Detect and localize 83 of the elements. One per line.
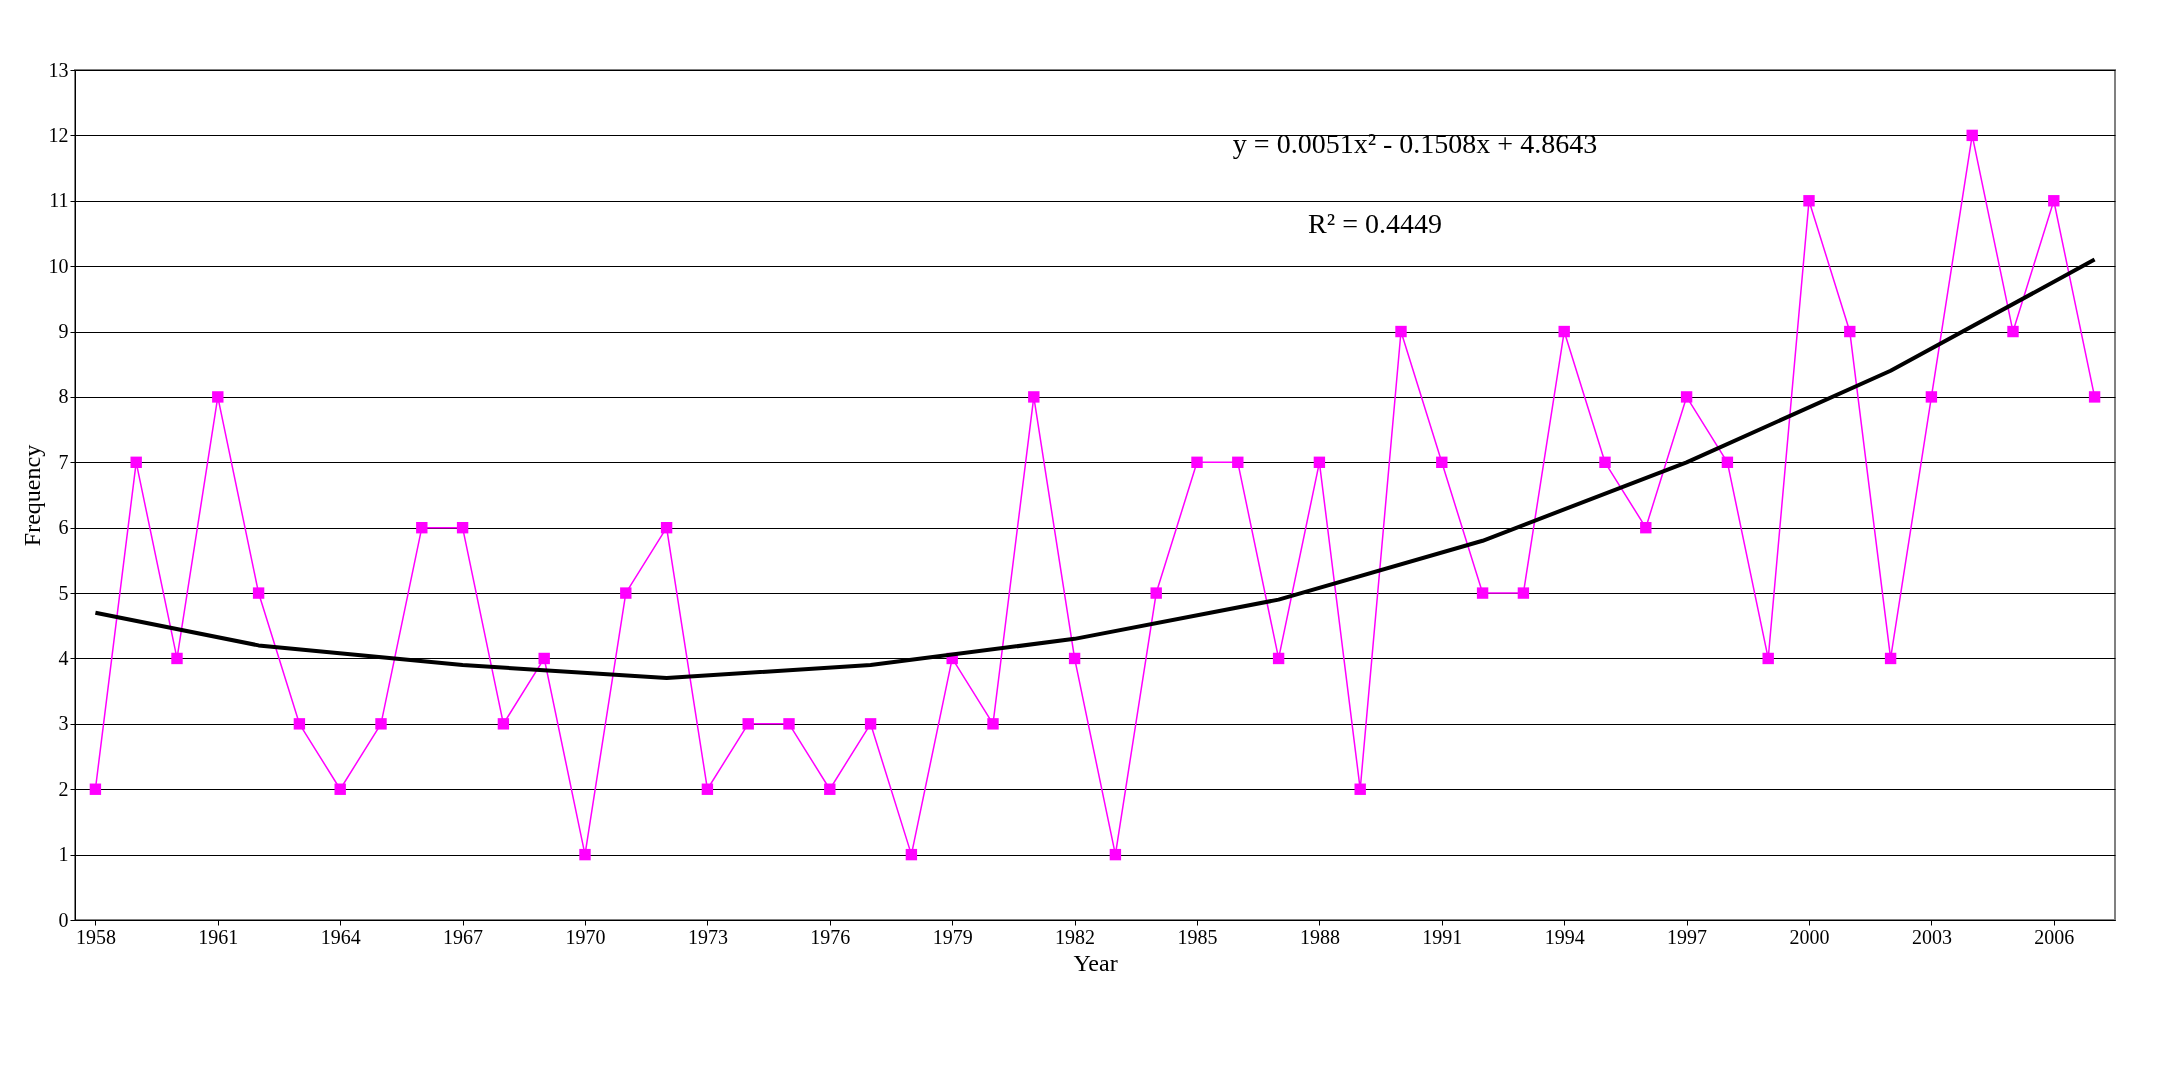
y-tick-label: 2: [58, 777, 69, 800]
point: [538, 652, 550, 665]
point: [824, 783, 836, 795]
x-tick-label: 1985: [1177, 925, 1218, 948]
point: [1150, 587, 1162, 599]
point: [1599, 456, 1611, 469]
y-tick-label: 8: [58, 385, 69, 408]
point: [1272, 652, 1285, 665]
point: [1436, 456, 1448, 469]
point: [456, 521, 469, 534]
x-tick-label: 1994: [1544, 925, 1585, 948]
point: [497, 718, 510, 730]
point: [1884, 652, 1897, 665]
point: [1028, 391, 1040, 403]
x-tick-label: 1976: [810, 925, 851, 948]
point: [89, 783, 102, 795]
x-tick-label: 1982: [1055, 925, 1096, 948]
point: [579, 848, 591, 861]
x-tick-label: 1967: [443, 925, 484, 948]
point: [1109, 848, 1122, 861]
point: [1762, 652, 1774, 665]
y-tick-label: 3: [58, 712, 69, 735]
y-tick-label: 10: [48, 254, 69, 277]
point: [701, 783, 714, 795]
annotation: R² = 0.4449: [1308, 208, 1442, 239]
point: [2007, 325, 2019, 338]
point: [1558, 325, 1570, 338]
point: [1476, 587, 1489, 599]
point: [1232, 456, 1244, 469]
point: [1680, 391, 1693, 403]
point: [783, 718, 795, 730]
point: [1313, 456, 1326, 469]
point: [1721, 456, 1734, 469]
point: [1517, 587, 1530, 599]
point: [660, 521, 673, 534]
point: [1844, 325, 1856, 338]
point: [293, 718, 306, 730]
x-tick-label: 1991: [1422, 925, 1463, 948]
point: [416, 521, 428, 534]
x-tick-label: 2006: [2034, 925, 2075, 948]
point: [1395, 325, 1407, 338]
point: [905, 848, 918, 861]
point: [2088, 391, 2101, 403]
y-tick-label: 5: [58, 581, 69, 604]
point: [1191, 456, 1203, 469]
y-tick-label: 6: [58, 516, 69, 539]
y-tick-label: 12: [48, 123, 69, 146]
point: [1803, 195, 1815, 207]
point: [212, 391, 224, 403]
point: [171, 652, 183, 665]
point: [1925, 391, 1938, 403]
y-tick-label: 11: [49, 189, 69, 212]
x-tick-label: 1964: [320, 925, 361, 948]
point: [334, 783, 346, 795]
point: [2048, 195, 2060, 207]
x-tick-label: 1958: [75, 925, 116, 948]
point: [130, 456, 142, 469]
x-tick-label: 1973: [687, 925, 728, 948]
y-tick-label: 0: [58, 908, 69, 931]
point: [620, 587, 632, 599]
x-tick-label: 1979: [932, 925, 973, 948]
x-tick-label: 1988: [1299, 925, 1340, 948]
point: [375, 718, 387, 730]
x-tick-label: 1997: [1667, 925, 1708, 948]
y-tick-label: 9: [58, 320, 69, 343]
x-axis-title: Year: [1073, 949, 1118, 976]
x-tick-label: 1961: [198, 925, 239, 948]
x-tick-label: 2003: [1911, 925, 1952, 948]
y-tick-label: 7: [58, 450, 69, 473]
point: [864, 718, 877, 730]
point: [742, 718, 754, 730]
x-tick-label: 2000: [1789, 925, 1830, 948]
y-axis-title: Frequency: [18, 444, 45, 547]
point: [987, 718, 999, 730]
point: [1354, 783, 1366, 795]
point: [252, 587, 265, 599]
y-tick-label: 1: [58, 843, 69, 866]
y-tick-label: 4: [58, 646, 69, 669]
point: [1068, 652, 1081, 665]
point: [1640, 521, 1652, 534]
point: [1966, 129, 1978, 142]
x-tick-label: 1970: [565, 925, 606, 948]
y-tick-label: 13: [48, 58, 69, 81]
